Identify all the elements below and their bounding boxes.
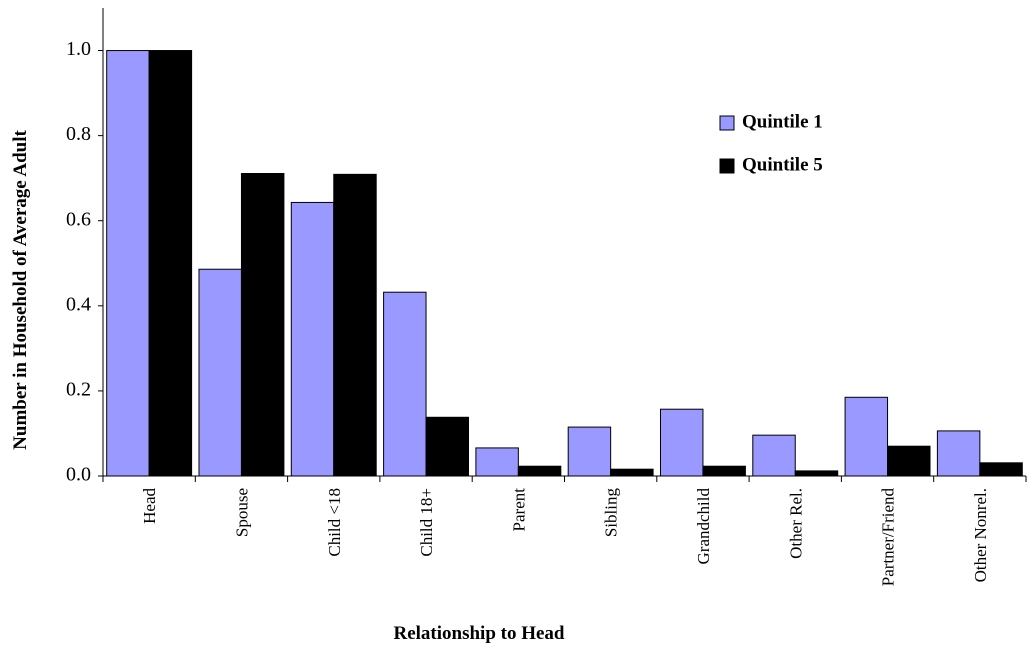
x-tick-label: Parent (509, 488, 528, 532)
bar (610, 468, 654, 477)
bar (887, 445, 931, 477)
x-tick-label: Head (140, 488, 159, 524)
y-tick-label: 0.6 (66, 208, 91, 230)
bar (567, 426, 612, 477)
bar (106, 50, 150, 477)
x-tick-label: Partner/Friend (879, 488, 898, 587)
legend-label: Quintile 1 (742, 111, 823, 132)
bar (290, 201, 335, 477)
x-tick-label: Other Rel. (786, 488, 805, 559)
bar (517, 465, 562, 477)
bar (702, 465, 746, 477)
legend-label: Quintile 5 (742, 154, 823, 175)
x-tick-label: Other Nonrel. (971, 488, 990, 582)
y-tick-label: 0.4 (66, 293, 91, 315)
bar (333, 173, 377, 477)
y-tick-label: 1.0 (66, 38, 91, 60)
bar (752, 434, 796, 477)
bar (844, 396, 889, 477)
legend-swatch (719, 158, 735, 174)
x-tick-label: Child 18+ (417, 488, 436, 557)
bar (198, 268, 242, 477)
bar (425, 416, 470, 477)
bar (659, 408, 704, 477)
y-tick-label: 0.2 (66, 379, 91, 401)
legend-swatch (719, 115, 735, 131)
x-tick-label: Grandchild (694, 488, 713, 565)
bar (936, 430, 981, 477)
bar (148, 50, 193, 477)
bar (383, 291, 427, 477)
x-tick-label: Sibling (602, 488, 621, 538)
bar (979, 462, 1023, 477)
y-tick-label: 0.0 (66, 464, 91, 486)
x-tick-label: Child <18 (325, 488, 344, 557)
y-tick-label: 0.8 (66, 123, 91, 145)
x-tick-label: Spouse (232, 488, 251, 537)
bar (240, 173, 285, 477)
y-axis-title: Number in Household of Average Adult (10, 129, 31, 449)
bar (794, 470, 839, 477)
bar (475, 447, 519, 477)
x-axis-title: Relationship to Head (393, 623, 564, 644)
